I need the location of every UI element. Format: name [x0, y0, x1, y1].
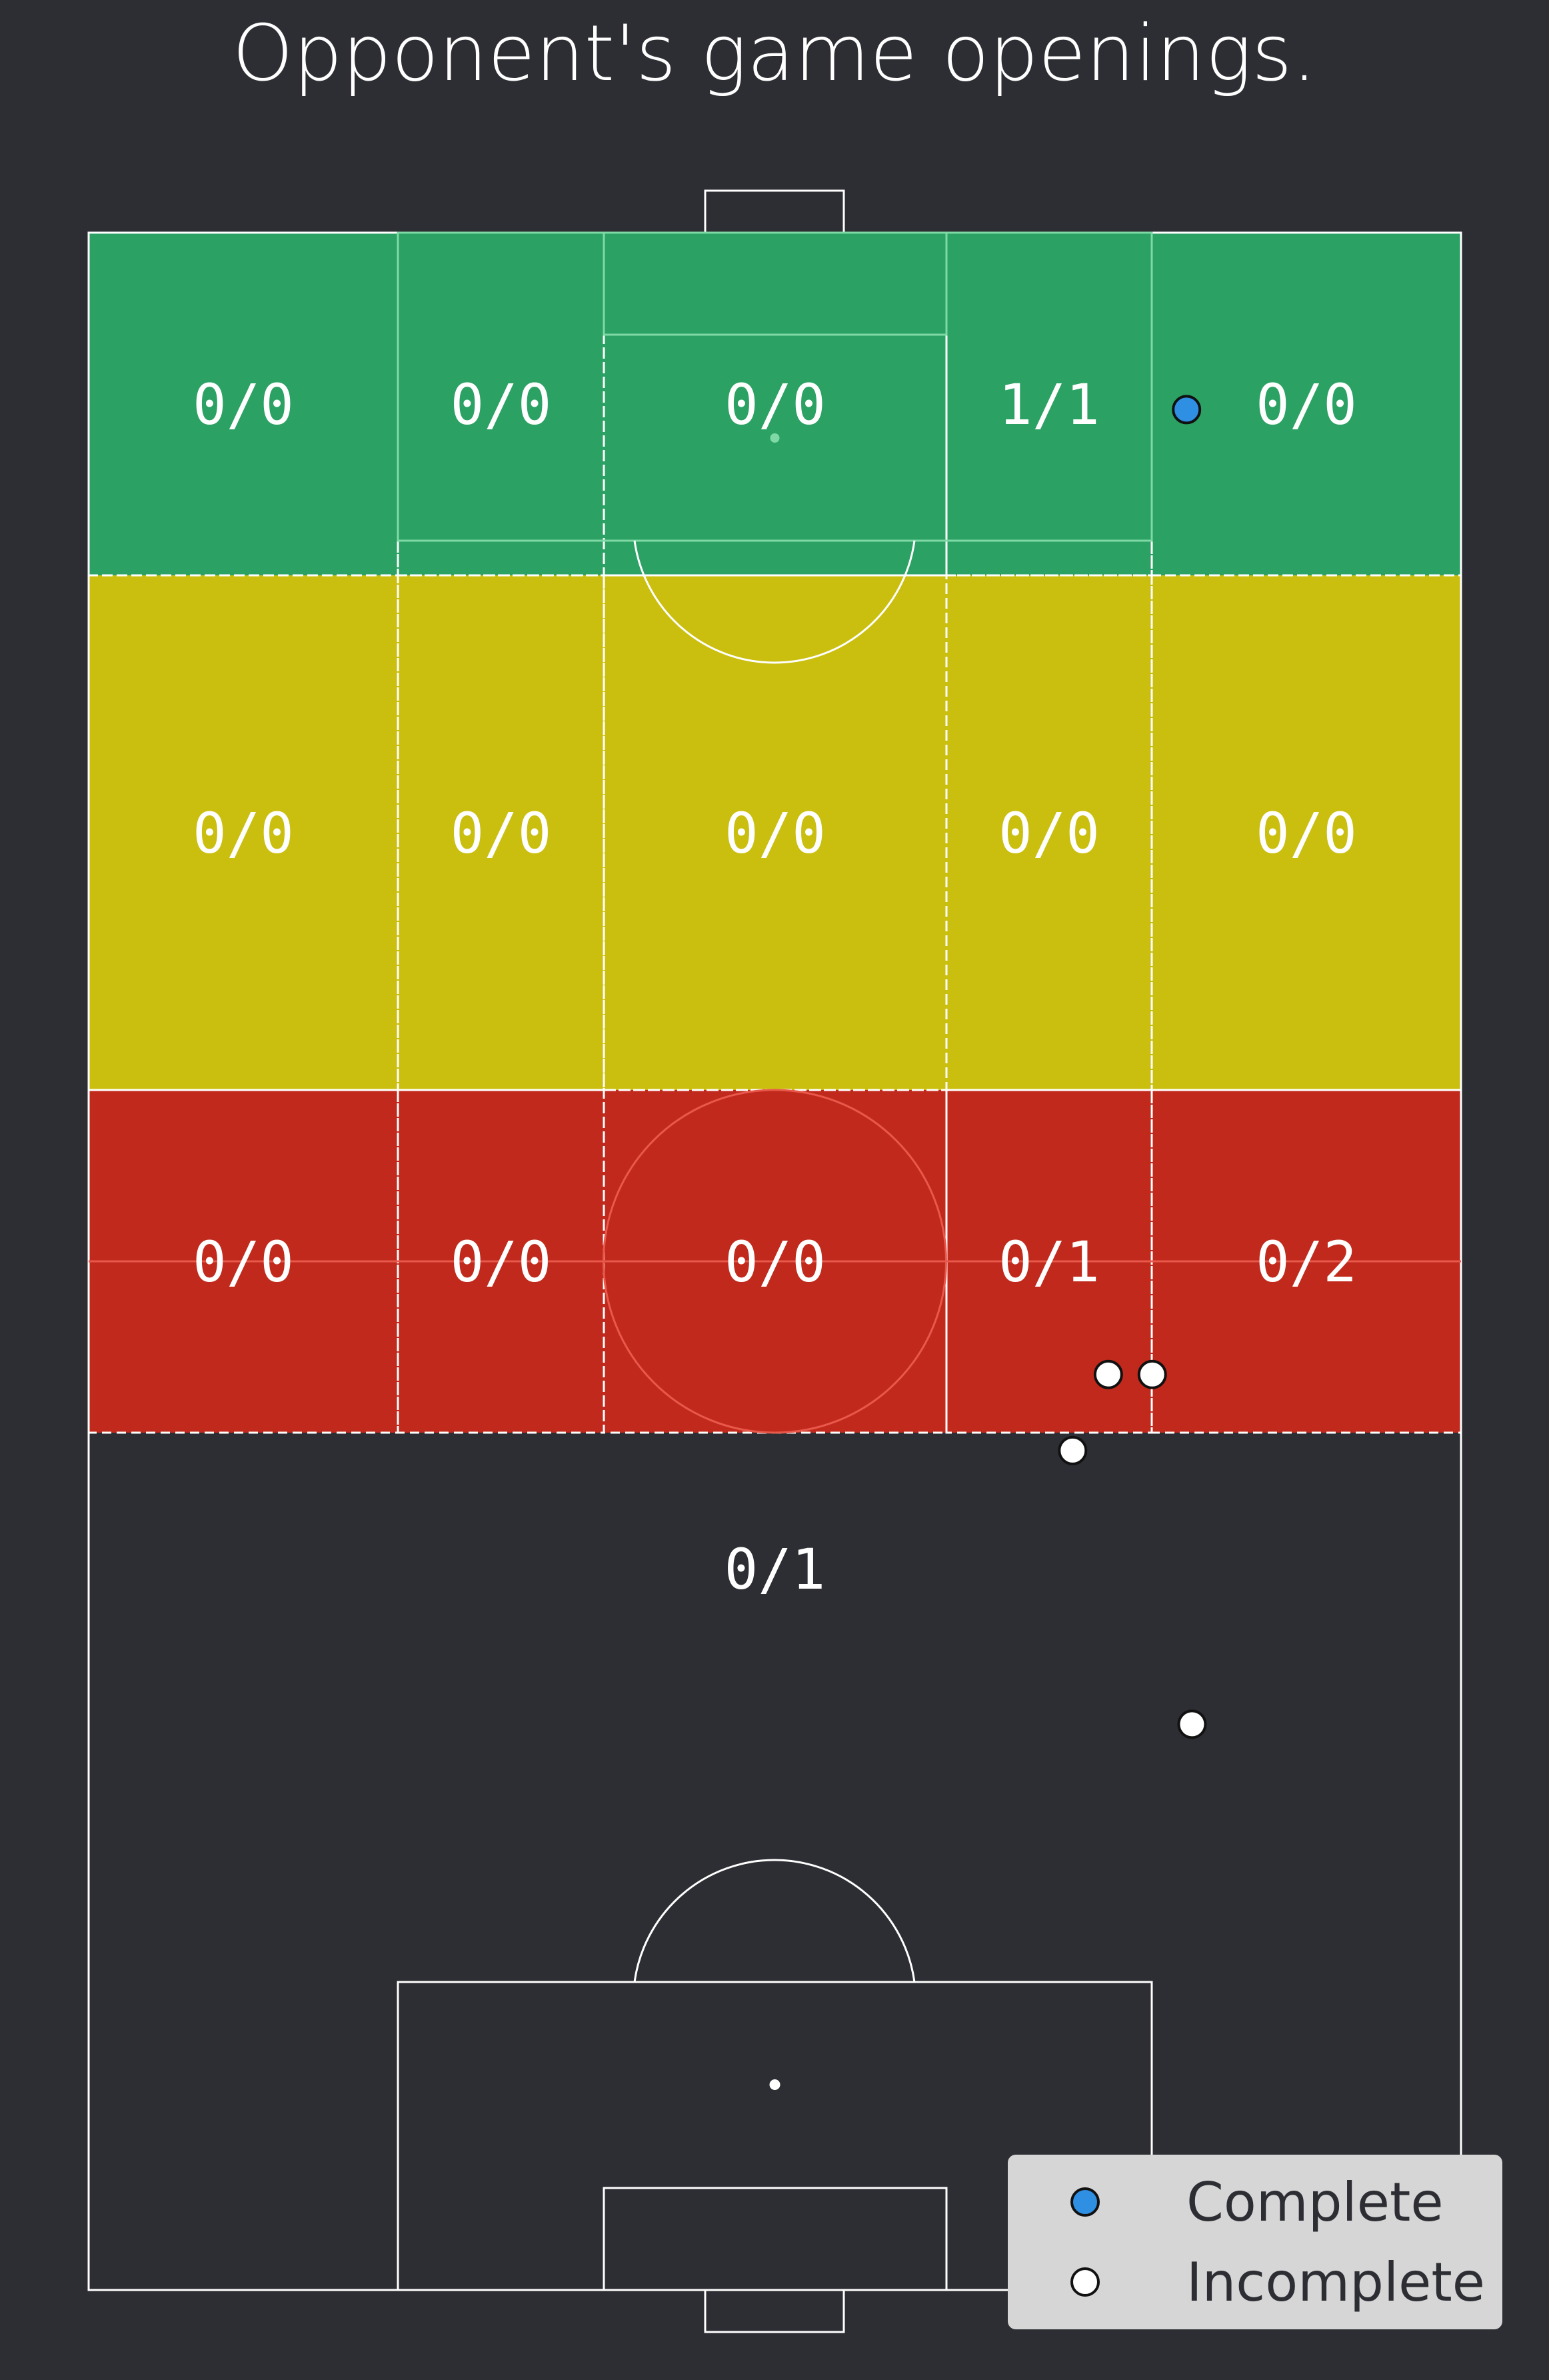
zone-label: 0/0: [725, 801, 826, 866]
zone-label: 0/0: [193, 1229, 294, 1295]
zone-labels: 0/0 0/0 0/0 1/1 0/0 0/0 0/0 0/0 0/0 0/0 0/0 0/0 0/0 0…: [193, 372, 1357, 1602]
middle-third-zone: [89, 575, 1461, 1090]
legend-incomplete-marker: [1070, 2267, 1100, 2297]
incomplete-point: [1137, 1359, 1167, 1389]
zone-label: 0/0: [725, 1229, 826, 1295]
incomplete-point: [1058, 1435, 1088, 1465]
pitch-lines: [87, 189, 1462, 2333]
legend-complete-label: Complete: [1186, 2171, 1444, 2233]
zone-label: 0/0: [998, 801, 1100, 866]
incomplete-point: [1093, 1359, 1123, 1389]
chart-title: Opponent's game openings.: [233, 9, 1317, 99]
top-penalty-arc: [633, 540, 916, 664]
complete-point: [1172, 395, 1202, 425]
legend-incomplete-label: Incomplete: [1186, 2251, 1485, 2313]
zone-label: 0/1: [998, 1229, 1100, 1295]
zone-label: 0/0: [193, 372, 294, 437]
zone-label: 0/0: [1256, 372, 1357, 437]
top-goal: [704, 189, 845, 234]
legend-box: [1008, 2155, 1502, 2329]
zone-label: 0/0: [451, 372, 552, 437]
legend: Complete Incomplete: [1008, 2155, 1502, 2329]
data-points: [1058, 395, 1207, 1739]
zone-label: 0/0: [1256, 801, 1357, 866]
zone-label: 0/0: [725, 372, 826, 437]
top-penalty-spot: [770, 433, 780, 443]
zone-label: 0/0: [451, 801, 552, 866]
own-half-label: 0/1: [725, 1537, 826, 1602]
incomplete-point: [1177, 1709, 1207, 1739]
bottom-six-yard-box: [603, 2187, 948, 2291]
legend-complete-marker: [1070, 2187, 1100, 2217]
zone-label: 0/0: [451, 1229, 552, 1295]
zone-cell: [87, 574, 399, 1091]
bottom-penalty-arc: [633, 1859, 916, 1983]
zone-label: 1/1: [998, 372, 1100, 437]
bottom-penalty-spot: [769, 2079, 780, 2090]
zone-label: 0/0: [193, 801, 294, 866]
centre-circle: [603, 1089, 947, 1434]
final-third-zone: [89, 233, 1461, 575]
bottom-goal: [704, 2289, 845, 2333]
top-six-yard-box: [603, 231, 948, 336]
zone-label: 0/2: [1256, 1229, 1357, 1295]
